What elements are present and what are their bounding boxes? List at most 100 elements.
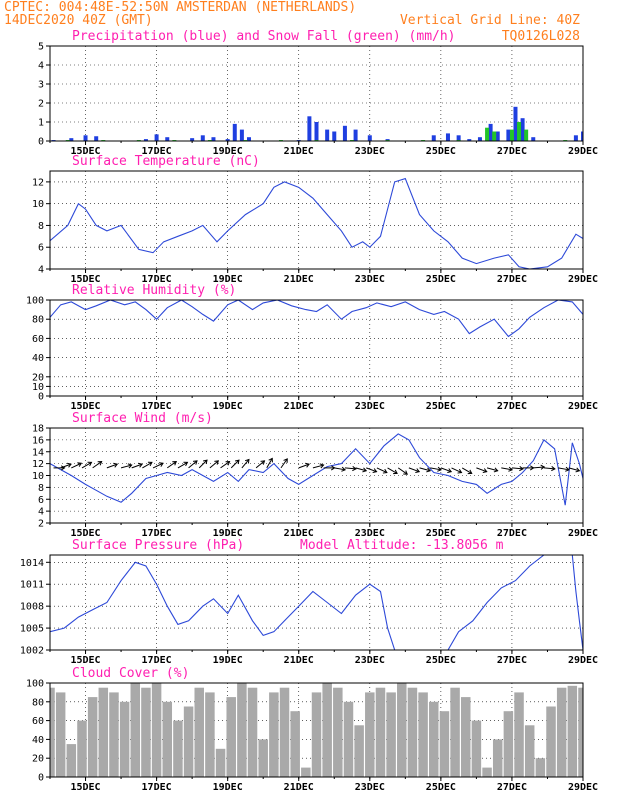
cloud-bar	[386, 692, 396, 777]
plot-area	[50, 555, 583, 650]
wind-arrow	[209, 460, 219, 469]
wind-arrow	[131, 463, 143, 469]
x-tick-label: 29DEC	[568, 146, 598, 157]
x-tick-label: 19DEC	[213, 146, 243, 157]
wind-arrow	[241, 459, 250, 469]
x-tick-label: 27DEC	[497, 528, 527, 539]
y-tick-label: 6	[38, 243, 44, 254]
wind-arrow	[298, 463, 310, 469]
y-tick-label: 40	[32, 353, 44, 364]
plot-frame	[49, 554, 584, 651]
cloud-bar	[567, 685, 578, 777]
wind-arrow	[60, 463, 72, 469]
y-tick-label: 20	[32, 754, 44, 765]
wind-arrow	[558, 467, 570, 471]
x-tick-label: 23DEC	[355, 146, 385, 157]
wind-arrow	[533, 466, 545, 469]
cloud-bar	[492, 739, 503, 777]
x-tick-label: 23DEC	[355, 274, 385, 285]
precip-bar	[232, 123, 237, 141]
wind-arrow	[355, 467, 367, 472]
x-tick-label: 27DEC	[497, 655, 527, 666]
wind-arrow	[106, 463, 118, 469]
snow-bar	[524, 129, 529, 141]
cloud-bar	[258, 739, 268, 777]
wind-arrow	[451, 467, 462, 474]
cloud-bar	[119, 701, 130, 777]
y-tick-label: 1014	[20, 558, 44, 569]
wind-arrow	[387, 467, 398, 474]
cloud-bar	[269, 692, 279, 777]
x-tick-label: 17DEC	[142, 274, 172, 285]
series-line	[50, 300, 583, 338]
cloud-bar	[50, 687, 55, 777]
wind-arrow-head	[60, 465, 66, 471]
panel-title: Surface Wind (m/s)	[72, 411, 213, 426]
snow-bar	[509, 129, 514, 141]
cloud-bar	[141, 687, 151, 777]
x-tick-label: 23DEC	[355, 782, 385, 793]
precip-bar	[488, 123, 493, 141]
y-tick-label: 1	[38, 118, 44, 129]
cloud-bar	[55, 692, 66, 777]
y-tick-label: 2	[38, 99, 44, 110]
precip-bar	[520, 118, 525, 141]
x-tick-label: 21DEC	[284, 146, 314, 157]
snow-bar	[485, 127, 490, 141]
y-tick-label: 1011	[20, 580, 44, 591]
x-tick-label: 25DEC	[426, 782, 456, 793]
cloud-bar	[226, 697, 236, 777]
cloud-bar	[546, 706, 556, 777]
wind-arrow-head	[457, 468, 463, 474]
wind-arrow	[543, 467, 555, 470]
wind-arrow-head	[138, 462, 143, 468]
wind-arrow	[366, 467, 377, 473]
y-tick-label: 10	[32, 471, 44, 482]
wind-arrow	[166, 461, 177, 469]
wind-arrow-head	[77, 462, 83, 467]
wind-arrow-head	[372, 468, 378, 474]
y-tick-label: 3	[38, 80, 44, 91]
y-tick-label: 0	[38, 392, 44, 403]
cloud-bar	[279, 687, 290, 777]
x-tick-label: 15DEC	[70, 146, 100, 157]
wind-arrow	[430, 467, 442, 471]
precip-bar	[165, 137, 170, 141]
y-tick-label: 60	[32, 716, 44, 727]
precip-bar	[581, 131, 583, 141]
panel-4: Surface Pressure (hPa) Model Altitude: -1…	[20, 538, 598, 666]
cloud-bar	[503, 711, 514, 777]
wind-arrow-head	[268, 457, 273, 463]
wind-arrow	[440, 467, 452, 473]
x-tick-label: 27DEC	[497, 401, 527, 412]
precip-bar	[367, 135, 372, 141]
y-tick-label: 80	[32, 315, 44, 326]
panel-subtitle: Model Altitude: -13.8056 m	[300, 538, 504, 553]
y-tick-label: 4	[38, 61, 44, 72]
cloud-bar	[311, 692, 322, 777]
x-tick-label: 27DEC	[497, 782, 527, 793]
y-tick-label: 8	[38, 221, 44, 232]
precip-bar	[314, 122, 319, 141]
plot-frame	[49, 299, 584, 397]
plot-frame	[49, 682, 584, 778]
cloud-bar	[247, 687, 258, 777]
cloud-bar	[333, 687, 343, 777]
x-tick-label: 19DEC	[213, 401, 243, 412]
y-tick-label: 12	[32, 177, 44, 188]
precip-bar	[190, 138, 195, 141]
precip-bar	[342, 125, 347, 141]
wind-arrow	[511, 467, 523, 470]
x-tick-label: 25DEC	[426, 401, 456, 412]
cloud-bar	[439, 711, 450, 777]
wind-arrow-head	[214, 460, 220, 465]
x-tick-label: 17DEC	[142, 401, 172, 412]
precip-bar	[506, 129, 511, 141]
wind-arrow-head	[87, 461, 93, 467]
series-line	[447, 555, 545, 650]
panel-title: Surface Temperature (nC)	[72, 154, 260, 169]
y-tick-label: 100	[26, 296, 44, 307]
panel-title: Precipitation (blue) and Snow Fall (gree…	[72, 29, 456, 44]
